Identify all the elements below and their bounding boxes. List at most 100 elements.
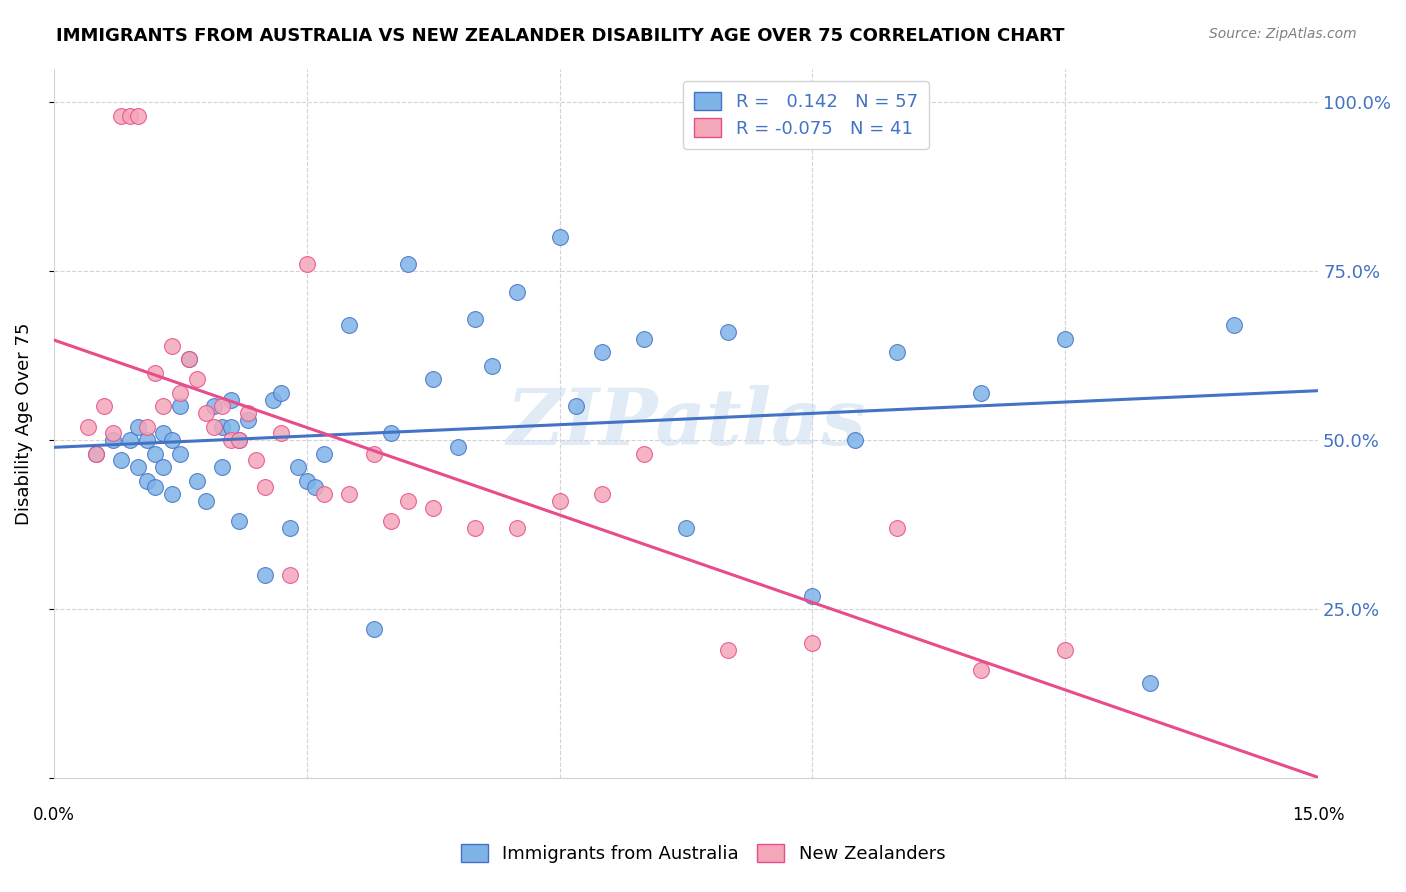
Point <box>801 636 824 650</box>
Point <box>591 487 613 501</box>
Point <box>312 447 335 461</box>
Point <box>278 568 301 582</box>
Point <box>464 311 486 326</box>
Point <box>481 359 503 373</box>
Point <box>633 332 655 346</box>
Point <box>287 460 309 475</box>
Point <box>118 109 141 123</box>
Text: 15.0%: 15.0% <box>1292 806 1344 824</box>
Point <box>127 419 149 434</box>
Point <box>228 433 250 447</box>
Point <box>312 487 335 501</box>
Point <box>844 433 866 447</box>
Point <box>1054 642 1077 657</box>
Point <box>886 521 908 535</box>
Point <box>337 487 360 501</box>
Point <box>101 426 124 441</box>
Point <box>304 480 326 494</box>
Point <box>110 109 132 123</box>
Point <box>228 514 250 528</box>
Point <box>717 642 740 657</box>
Point <box>253 480 276 494</box>
Point <box>118 433 141 447</box>
Point <box>93 400 115 414</box>
Point <box>464 521 486 535</box>
Point <box>152 460 174 475</box>
Point <box>127 109 149 123</box>
Point <box>506 285 529 299</box>
Point <box>169 447 191 461</box>
Text: Source: ZipAtlas.com: Source: ZipAtlas.com <box>1209 27 1357 41</box>
Point <box>886 345 908 359</box>
Point <box>186 372 208 386</box>
Point <box>970 663 993 677</box>
Point <box>135 419 157 434</box>
Point <box>219 392 242 407</box>
Point <box>143 480 166 494</box>
Point <box>135 433 157 447</box>
Point <box>363 447 385 461</box>
Point <box>211 400 233 414</box>
Point <box>143 447 166 461</box>
Point <box>278 521 301 535</box>
Point <box>236 413 259 427</box>
Point <box>1223 318 1246 333</box>
Point <box>506 521 529 535</box>
Point <box>202 419 225 434</box>
Point <box>160 338 183 352</box>
Point <box>337 318 360 333</box>
Point <box>110 453 132 467</box>
Point <box>270 385 292 400</box>
Point <box>152 426 174 441</box>
Point <box>152 400 174 414</box>
Point <box>84 447 107 461</box>
Point <box>186 474 208 488</box>
Y-axis label: Disability Age Over 75: Disability Age Over 75 <box>15 322 32 524</box>
Point <box>143 366 166 380</box>
Point <box>101 433 124 447</box>
Point <box>447 440 470 454</box>
Point <box>262 392 284 407</box>
Point <box>295 257 318 271</box>
Point <box>295 474 318 488</box>
Point <box>591 345 613 359</box>
Point <box>245 453 267 467</box>
Point <box>396 494 419 508</box>
Point <box>801 589 824 603</box>
Legend: Immigrants from Australia, New Zealanders: Immigrants from Australia, New Zealander… <box>450 833 956 874</box>
Point <box>76 419 98 434</box>
Point <box>565 400 588 414</box>
Point <box>219 419 242 434</box>
Point <box>363 623 385 637</box>
Text: IMMIGRANTS FROM AUSTRALIA VS NEW ZEALANDER DISABILITY AGE OVER 75 CORRELATION CH: IMMIGRANTS FROM AUSTRALIA VS NEW ZEALAND… <box>56 27 1064 45</box>
Point <box>675 521 697 535</box>
Point <box>177 352 200 367</box>
Point <box>127 460 149 475</box>
Point <box>194 406 217 420</box>
Point <box>548 494 571 508</box>
Point <box>177 352 200 367</box>
Point <box>1054 332 1077 346</box>
Point <box>211 419 233 434</box>
Point <box>236 406 259 420</box>
Point <box>422 500 444 515</box>
Point <box>160 487 183 501</box>
Point <box>84 447 107 461</box>
Point <box>548 230 571 244</box>
Point <box>633 447 655 461</box>
Point <box>202 400 225 414</box>
Point <box>169 385 191 400</box>
Point <box>194 494 217 508</box>
Point <box>380 426 402 441</box>
Point <box>160 433 183 447</box>
Text: ZIPatlas: ZIPatlas <box>506 385 866 461</box>
Legend: R =   0.142   N = 57, R = -0.075   N = 41: R = 0.142 N = 57, R = -0.075 N = 41 <box>683 81 929 149</box>
Text: 0.0%: 0.0% <box>32 806 75 824</box>
Point <box>1139 676 1161 690</box>
Point <box>422 372 444 386</box>
Point <box>717 325 740 339</box>
Point <box>169 400 191 414</box>
Point <box>970 385 993 400</box>
Point <box>219 433 242 447</box>
Point <box>135 474 157 488</box>
